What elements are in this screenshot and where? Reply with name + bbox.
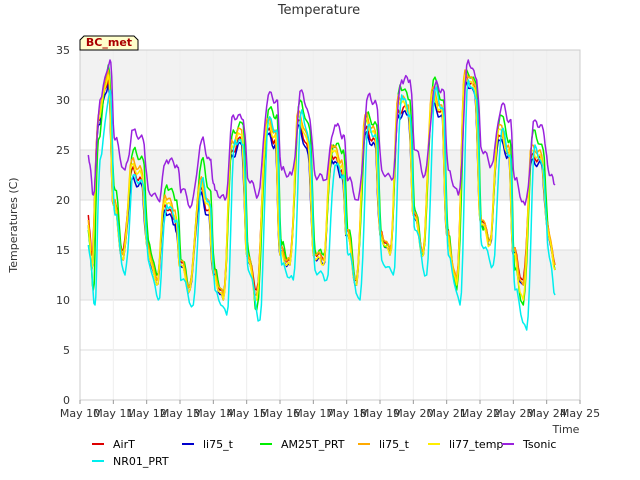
y-tick-label-3: 15 xyxy=(56,244,70,257)
legend-label-5: Tsonic xyxy=(522,438,556,451)
x-tick-label-10: May 20 xyxy=(393,407,433,420)
y-tick-label-5: 25 xyxy=(56,144,70,157)
y-tick-label-2: 10 xyxy=(56,294,70,307)
plot-band-0 xyxy=(80,250,580,300)
chart-title: Temperature xyxy=(277,3,360,18)
plot-bands xyxy=(80,50,580,300)
series-line-6 xyxy=(87,79,556,331)
station-badge: BC_met xyxy=(79,35,139,51)
x-tick-label-11: May 21 xyxy=(427,407,467,420)
x-tick-label-2: May 12 xyxy=(127,407,167,420)
badge-label: BC_met xyxy=(86,36,132,49)
x-tick-label-6: May 16 xyxy=(260,407,300,420)
x-tick-label-14: May 24 xyxy=(527,407,567,420)
x-tick-label-1: May 11 xyxy=(93,407,133,420)
y-axis-label: Temperatures (C) xyxy=(7,177,20,273)
badge-box xyxy=(79,35,139,51)
legend-label-1: li75_t xyxy=(203,438,234,451)
legend-label-3: li75_t xyxy=(379,438,410,451)
x-axis-label: Time xyxy=(552,423,580,436)
y-tick-label-1: 5 xyxy=(63,344,70,357)
plot-frame xyxy=(79,49,581,401)
legend-label-4: li77_temp xyxy=(449,438,503,451)
x-tick-label-7: May 17 xyxy=(293,407,333,420)
y-axis-ticks: 0 5 10 15 20 25 30 35 xyxy=(56,44,70,407)
x-tick-label-8: May 18 xyxy=(327,407,367,420)
series-line-4 xyxy=(87,74,556,302)
legend: AirT li75_t AM25T_PRT li75_t li77_temp Tsonic… xyxy=(92,438,556,468)
x-tick-label-3: May 13 xyxy=(160,407,200,420)
y-tick-label-6: 30 xyxy=(56,94,70,107)
x-tick-label-12: May 22 xyxy=(460,407,500,420)
legend-label-0: AirT xyxy=(113,438,135,451)
legend-label-2: AM25T_PRT xyxy=(281,438,345,451)
x-tick-label-5: May 15 xyxy=(227,407,267,420)
x-tick-label-9: May 19 xyxy=(360,407,400,420)
series-lines xyxy=(87,59,556,331)
y-tick-label-0: 0 xyxy=(63,394,70,407)
x-tick-label-4: May 14 xyxy=(193,407,233,420)
x-tick-label-13: May 23 xyxy=(493,407,533,420)
x-tick-label-15: May 25 xyxy=(560,407,600,420)
plot-band-2 xyxy=(80,50,580,100)
y-tick-label-4: 20 xyxy=(56,194,70,207)
x-tick-label-0: May 10 xyxy=(60,407,100,420)
y-tick-label-7: 35 xyxy=(56,44,70,57)
series-line-5 xyxy=(87,59,556,209)
legend-label-6: NR01_PRT xyxy=(113,455,169,468)
